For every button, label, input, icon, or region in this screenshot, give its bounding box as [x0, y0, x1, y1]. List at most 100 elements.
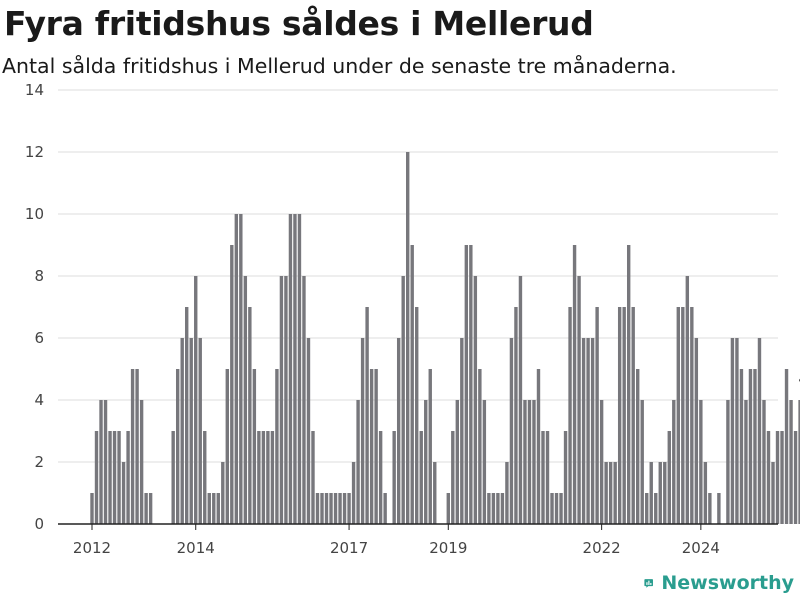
- bar: [509, 338, 514, 524]
- bar: [433, 462, 437, 524]
- bar: [252, 369, 257, 524]
- bar: [194, 276, 198, 524]
- bar: [658, 462, 662, 524]
- bar: [351, 462, 356, 524]
- bar: [762, 400, 766, 524]
- bar: [451, 431, 455, 524]
- bar: [428, 369, 432, 524]
- bar: [207, 493, 211, 524]
- bar: [757, 338, 762, 524]
- bar: [230, 245, 234, 524]
- bar: [185, 307, 189, 524]
- bar: [378, 431, 383, 524]
- bar: [487, 493, 491, 524]
- bar: [347, 493, 351, 524]
- bar: [424, 400, 428, 524]
- bar: [446, 493, 450, 524]
- y-tick-label: 6: [34, 329, 44, 347]
- bar: [626, 245, 631, 524]
- bar: [545, 431, 550, 524]
- bar: [784, 369, 789, 524]
- bar: [491, 493, 496, 524]
- bar: [275, 369, 279, 524]
- bar: [608, 462, 613, 524]
- bar: [180, 338, 184, 524]
- bar: [703, 462, 708, 524]
- bar: [203, 431, 207, 524]
- bar: [681, 307, 685, 524]
- bar: [324, 493, 329, 524]
- x-tick-label: 2017: [330, 539, 368, 557]
- bar: [333, 493, 338, 524]
- bar: [536, 369, 541, 524]
- bar: [798, 400, 800, 524]
- bar: [730, 338, 735, 524]
- bar: [99, 400, 103, 524]
- bar: [613, 462, 617, 524]
- bar: [148, 493, 153, 524]
- x-tick-label: 2012: [73, 539, 111, 557]
- bar: [739, 369, 744, 524]
- bar: [572, 245, 577, 524]
- bar: [554, 493, 559, 524]
- bar: [248, 307, 252, 524]
- bar: [297, 214, 302, 524]
- bar: [419, 431, 423, 524]
- bar: [505, 462, 509, 524]
- bar: [717, 493, 721, 524]
- x-tick-label: 2019: [429, 539, 467, 557]
- bar: [780, 431, 784, 524]
- bar: [198, 338, 202, 524]
- bar: [261, 431, 266, 524]
- bar: [306, 338, 311, 524]
- bar: [279, 276, 284, 524]
- bar: [663, 462, 667, 524]
- bar: [311, 431, 315, 524]
- bar: [793, 431, 798, 524]
- bar: [590, 338, 595, 524]
- bar: [527, 400, 532, 524]
- bar: [90, 493, 94, 524]
- y-tick-label: 8: [34, 267, 44, 285]
- bar: [550, 493, 554, 524]
- bar-chart-logo-icon: [644, 579, 653, 588]
- bar: [234, 214, 239, 524]
- bar: [599, 400, 604, 524]
- bar: [748, 369, 753, 524]
- bar: [532, 400, 536, 524]
- bar: [266, 431, 270, 524]
- chart-subtitle: Antal sålda fritidshus i Mellerud under …: [2, 54, 677, 78]
- bar: [171, 431, 175, 524]
- bar: [139, 400, 144, 524]
- bar: [514, 307, 518, 524]
- bar: [94, 431, 99, 524]
- bar: [221, 462, 225, 524]
- bar: [473, 276, 478, 524]
- bar: [455, 400, 460, 524]
- bar: [500, 493, 505, 524]
- bar: [518, 276, 523, 524]
- bar: [415, 307, 419, 524]
- chart-title: Fyra fritidshus såldes i Mellerud: [4, 4, 594, 43]
- bar: [108, 431, 112, 524]
- bar: [410, 245, 414, 524]
- bar: [640, 400, 644, 524]
- bar: [257, 431, 261, 524]
- bar: [676, 307, 680, 524]
- x-tick-label: 2024: [682, 539, 720, 557]
- bar: [225, 369, 229, 524]
- bar: [239, 214, 243, 524]
- bar: [775, 431, 780, 524]
- bar: [636, 369, 640, 524]
- y-tick-label: 12: [25, 143, 44, 161]
- bar: [631, 307, 635, 524]
- y-tick-label: 0: [34, 515, 44, 533]
- bar: [126, 431, 130, 524]
- brand-name: Newsworthy: [661, 572, 794, 594]
- bar: [284, 276, 288, 524]
- bar: [103, 400, 108, 524]
- bar: [577, 276, 581, 524]
- bar: [708, 493, 712, 524]
- bar: [690, 307, 694, 524]
